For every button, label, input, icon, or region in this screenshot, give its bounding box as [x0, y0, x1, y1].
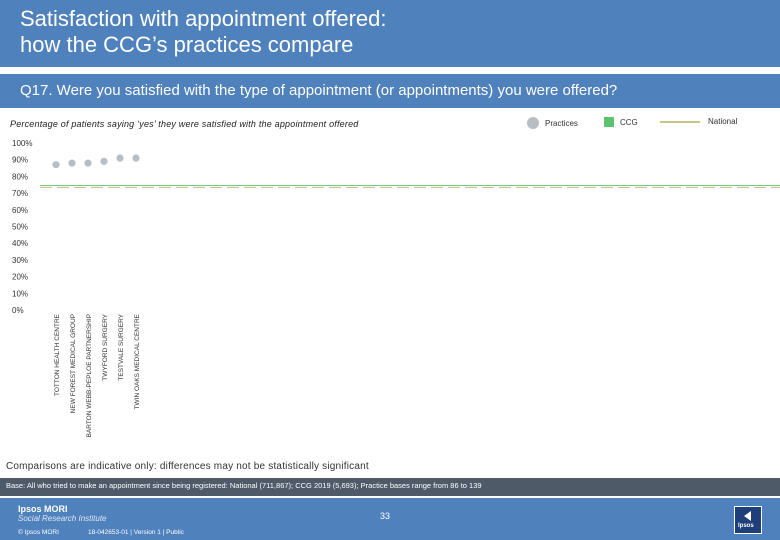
footer-bar: Ipsos MORI Social Research Institute 33 … — [0, 498, 780, 540]
legend-item-practices: Practices — [527, 117, 578, 129]
y-tick-label: 100% — [12, 139, 32, 148]
category-label: TWIN OAKS MEDICAL CENTRE — [134, 313, 141, 409]
chart-legend: Practices CCG National — [0, 117, 780, 131]
page-number: 33 — [380, 511, 391, 521]
category-label: TWYFORD SURGERY — [102, 313, 109, 380]
practice-point — [116, 154, 124, 162]
header-bar: Satisfaction with appointment offered: h… — [0, 0, 780, 67]
logo-arrow-icon — [744, 511, 751, 521]
base-bar: Base: All who tried to make an appointme… — [0, 478, 780, 496]
practice-point — [84, 159, 92, 167]
y-tick-label: 90% — [12, 156, 28, 165]
legend-label-practices: Practices — [545, 118, 578, 128]
y-tick-label: 50% — [12, 223, 28, 232]
y-tick-label: 30% — [12, 256, 28, 265]
page-title-line-2: how the CCG’s practices compare — [20, 32, 354, 57]
legend-label-national: National — [708, 117, 738, 126]
brand-logo: Ipsos MORI Social Research Institute — [18, 504, 107, 524]
practices-chart: 0% 10% 20% 30% 40% 50% 60% 70% 80% 90% 100% TOTTON … — [12, 139, 780, 437]
practice-point — [68, 159, 76, 167]
practices-marker-icon — [527, 117, 539, 129]
brand-name: Ipsos MORI — [18, 504, 68, 514]
legend-item-national: National — [660, 117, 737, 126]
legend-item-ccg: CCG — [604, 117, 638, 127]
category-label: TESTVALE SURGERY — [118, 313, 125, 380]
category-label: BARTON WEBB-PEPLOE PARTNERSHIP — [86, 314, 93, 437]
national-line-icon — [660, 120, 700, 123]
practice-point — [100, 157, 108, 165]
y-tick-label: 0% — [12, 306, 24, 315]
y-tick-label: 40% — [12, 239, 28, 248]
y-tick-label: 20% — [12, 273, 28, 282]
y-tick-label: 10% — [12, 289, 28, 298]
document-reference: 18-042653-01 | Version 1 | Public — [88, 529, 184, 536]
question-bar: Q17. Were you satisfied with the type of… — [0, 74, 780, 108]
base-note: Base: All who tried to make an appointme… — [6, 481, 482, 490]
practice-point — [132, 154, 140, 162]
page-title-line-1: Satisfaction with appointment offered: — [20, 6, 387, 31]
y-tick-label: 60% — [12, 206, 28, 215]
ipsos-logo-icon: Ipsos — [734, 506, 762, 534]
y-tick-label: 70% — [12, 189, 28, 198]
comparisons-note: Comparisons are indicative only: differe… — [6, 461, 369, 472]
page-title: Satisfaction with appointment offered: h… — [20, 6, 760, 58]
logo-text: Ipsos — [738, 523, 754, 529]
category-label: TOTTON HEALTH CENTRE — [54, 313, 61, 396]
ccg-square-icon — [604, 117, 614, 127]
category-label: NEW FOREST MEDICAL GROUP — [70, 314, 77, 413]
chart-subtitle: Percentage of patients saying ‘yes’ they… — [10, 119, 359, 129]
legend-label-ccg: CCG — [620, 117, 638, 127]
question-text: Q17. Were you satisfied with the type of… — [20, 82, 618, 99]
y-tick-label: 80% — [12, 172, 28, 181]
practice-point — [52, 161, 60, 169]
copyright: © Ipsos MORI — [18, 529, 59, 536]
brand-subname: Social Research Institute — [18, 514, 107, 523]
